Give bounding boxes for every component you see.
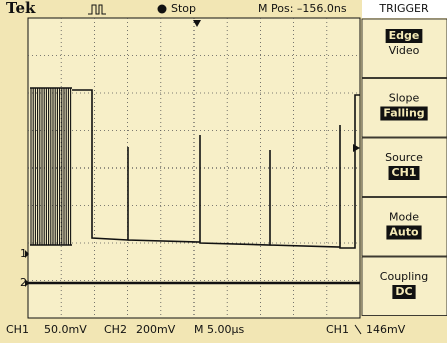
ch2-label: CH2 bbox=[104, 323, 127, 336]
position: M Pos: –156.0ns bbox=[258, 2, 347, 15]
ch2-scale: 200mV bbox=[136, 323, 176, 336]
menu-label: Mode bbox=[389, 211, 419, 224]
menu-option-selected: CH1 bbox=[392, 166, 417, 179]
menu-option-selected: DC bbox=[395, 285, 412, 298]
menu-option-selected: Auto bbox=[389, 226, 419, 239]
menu-option-selected: Falling bbox=[383, 107, 424, 120]
timebase: M 5.00µs bbox=[194, 323, 244, 336]
trigger-source: CH1 bbox=[326, 323, 349, 336]
status: Stop bbox=[171, 2, 196, 15]
stop-icon bbox=[158, 5, 167, 14]
menu-label: Source bbox=[385, 151, 423, 164]
menu-label: Coupling bbox=[380, 270, 428, 283]
menu-title: TRIGGER bbox=[378, 2, 429, 15]
ch1-scale: 50.0mV bbox=[44, 323, 87, 336]
menu-option-selected: Edge bbox=[389, 29, 420, 42]
brand: Tek bbox=[6, 0, 36, 17]
menu-label: Slope bbox=[389, 92, 420, 105]
trigger-level: 146mV bbox=[366, 323, 406, 336]
oscilloscope-screen: Tek Stop M Pos: –156.0ns TRIGGER 1 2 Edg… bbox=[0, 0, 447, 343]
ch1-label: CH1 bbox=[6, 323, 29, 336]
menu-option: Video bbox=[389, 44, 420, 57]
trigger-menu: Edge Video Slope Falling Source CH1 Mode Auto Co… bbox=[362, 19, 447, 316]
